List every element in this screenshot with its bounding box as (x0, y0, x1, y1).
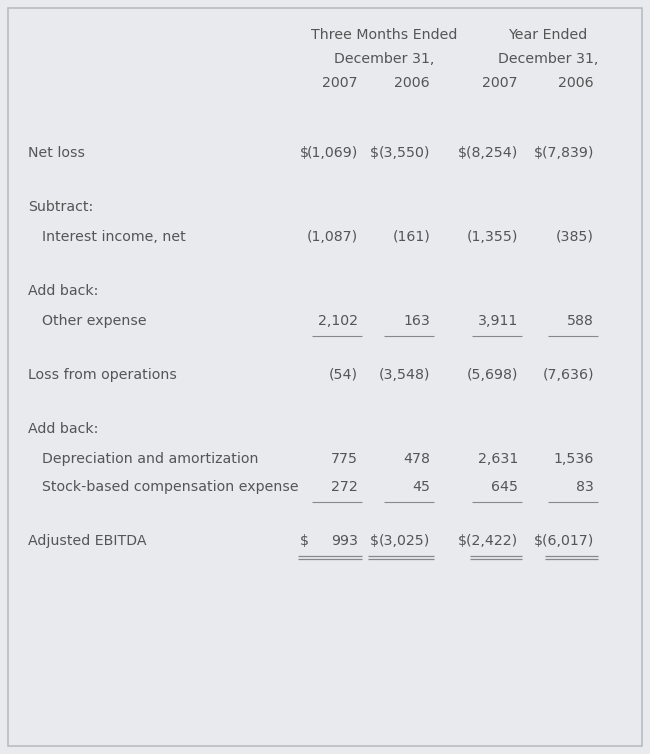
Text: 993: 993 (331, 534, 358, 548)
Text: December 31,: December 31, (334, 52, 434, 66)
Text: Year Ended: Year Ended (508, 28, 588, 42)
Text: Add back:: Add back: (28, 422, 98, 436)
Text: 588: 588 (567, 314, 594, 328)
Text: $(6,017): $(6,017) (534, 534, 594, 548)
Text: Adjusted EBITDA: Adjusted EBITDA (28, 534, 146, 548)
Text: Add back:: Add back: (28, 284, 98, 298)
Text: 272: 272 (332, 480, 358, 494)
Text: $(2,422): $(2,422) (458, 534, 518, 548)
Text: 478: 478 (403, 452, 430, 466)
Text: 45: 45 (412, 480, 430, 494)
Text: Depreciation and amortization: Depreciation and amortization (42, 452, 259, 466)
Text: (3,550): (3,550) (378, 146, 430, 160)
Text: (385): (385) (556, 230, 594, 244)
Text: $: $ (300, 146, 309, 160)
Text: Loss from operations: Loss from operations (28, 368, 177, 382)
Text: (1,069): (1,069) (307, 146, 358, 160)
Text: Stock-based compensation expense: Stock-based compensation expense (42, 480, 298, 494)
Text: (7,636): (7,636) (543, 368, 594, 382)
Text: 2,631: 2,631 (478, 452, 518, 466)
Text: $(8,254): $(8,254) (458, 146, 518, 160)
Text: 2006: 2006 (558, 76, 594, 90)
Text: 645: 645 (491, 480, 518, 494)
Text: $: $ (370, 534, 379, 548)
Text: $: $ (370, 146, 379, 160)
Text: 163: 163 (403, 314, 430, 328)
Text: 2006: 2006 (395, 76, 430, 90)
Text: (5,698): (5,698) (467, 368, 518, 382)
Text: Net loss: Net loss (28, 146, 85, 160)
Text: (54): (54) (329, 368, 358, 382)
Text: (3,025): (3,025) (379, 534, 430, 548)
Text: 2007: 2007 (322, 76, 358, 90)
Text: (1,087): (1,087) (307, 230, 358, 244)
Text: Other expense: Other expense (42, 314, 147, 328)
Text: December 31,: December 31, (498, 52, 598, 66)
Text: Three Months Ended: Three Months Ended (311, 28, 457, 42)
Text: (3,548): (3,548) (378, 368, 430, 382)
Text: 83: 83 (576, 480, 594, 494)
Text: 1,536: 1,536 (554, 452, 594, 466)
Text: $(7,839): $(7,839) (534, 146, 594, 160)
Text: 3,911: 3,911 (478, 314, 518, 328)
Text: 775: 775 (331, 452, 358, 466)
Text: $: $ (300, 534, 309, 548)
Text: 2007: 2007 (482, 76, 518, 90)
Text: Subtract:: Subtract: (28, 200, 93, 214)
Text: (161): (161) (392, 230, 430, 244)
Text: Interest income, net: Interest income, net (42, 230, 186, 244)
Text: 2,102: 2,102 (318, 314, 358, 328)
Text: (1,355): (1,355) (467, 230, 518, 244)
